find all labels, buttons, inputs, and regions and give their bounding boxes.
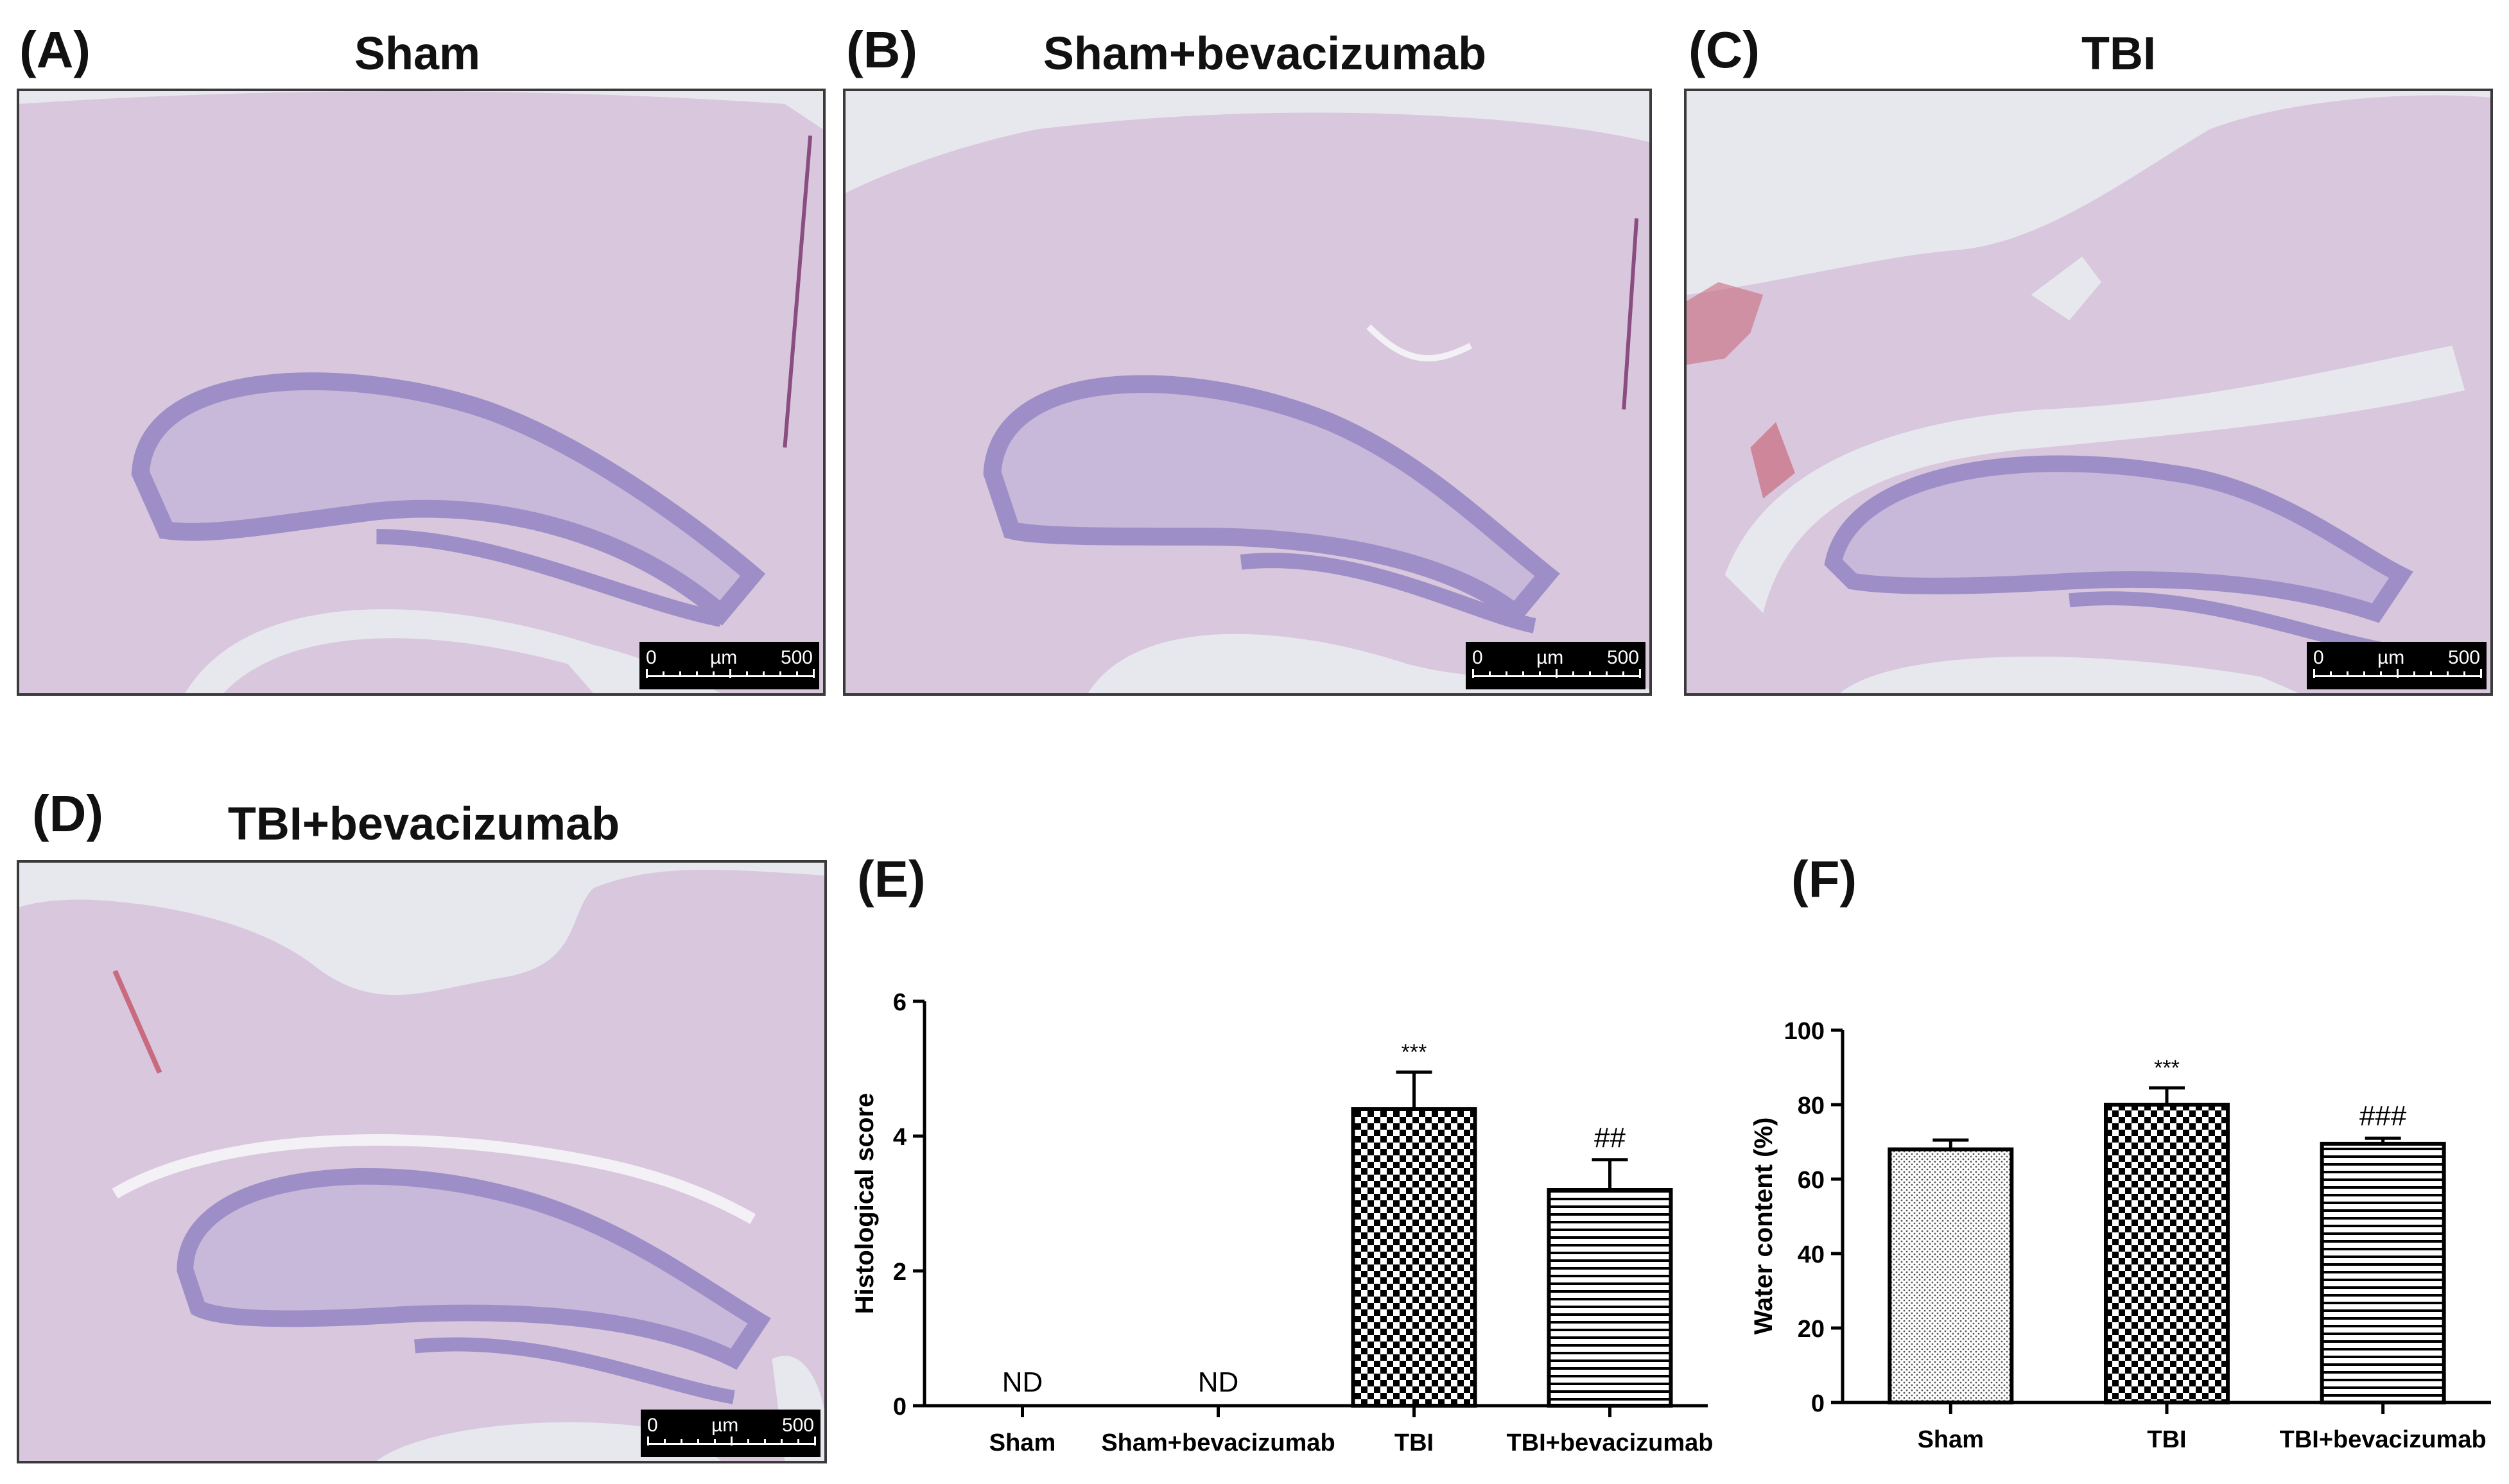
significance-mark: ### — [2359, 1100, 2407, 1132]
scale-tick — [1639, 669, 1641, 678]
micrograph-sham-bevacizumab: 0 µm 500 — [843, 89, 1652, 696]
scale-tick — [813, 669, 815, 678]
scale-bar: 0 µm 500 — [639, 642, 819, 689]
scale-bar: 0 µm 500 — [641, 1410, 820, 1457]
scale-bar: 0 µm 500 — [2307, 642, 2487, 689]
significance-mark: ## — [1594, 1122, 1626, 1153]
histological-score-chart: Histological score 0 2 4 6 Sham ND Sham+bevac… — [851, 989, 1714, 1456]
scale-tick — [2447, 671, 2449, 677]
scale-tick — [731, 1437, 733, 1445]
y-tick-label: 80 — [1798, 1092, 1825, 1119]
water-content-chart: Water content (%) 0 20 40 60 80 100 Sham TBI **… — [1749, 1018, 2491, 1453]
y-axis-label: Histological score — [851, 1093, 879, 1315]
tissue-section-tbi-bevacizumab — [19, 863, 824, 1461]
scale-tick — [1572, 671, 1574, 677]
not-detected-label: ND — [1002, 1367, 1043, 1398]
scale-tick — [646, 669, 648, 678]
scale-tick — [1589, 671, 1591, 677]
scale-tick — [664, 1439, 666, 1444]
scale-tick — [1556, 669, 1558, 678]
panel-label-d: (D) — [32, 785, 104, 842]
panel-title-a: Sham — [354, 28, 481, 80]
scale-tick — [2463, 671, 2465, 677]
scale-tick — [729, 669, 731, 678]
tissue-section-tbi — [1687, 91, 2490, 693]
x-tick-label: Sham+bevacizumab — [1101, 1429, 1335, 1456]
scale-tick — [781, 1439, 783, 1444]
scale-tick — [2363, 671, 2365, 677]
scale-tick — [647, 1437, 649, 1445]
y-tick-label: 0 — [893, 1393, 907, 1420]
y-tick-label: 6 — [893, 989, 907, 1016]
scale-tick — [681, 1439, 682, 1444]
scale-tick — [2380, 671, 2382, 677]
y-tick-label: 0 — [1811, 1390, 1825, 1417]
scale-tick — [1506, 671, 1507, 677]
y-tick-label: 20 — [1798, 1316, 1825, 1343]
scale-tick — [1472, 669, 1474, 678]
bar — [2104, 1103, 2230, 1404]
micrograph-tbi: 0 µm 500 — [1684, 89, 2493, 696]
scale-tick — [696, 671, 698, 677]
scale-tick — [2313, 669, 2315, 678]
x-tick-label: TBI — [1394, 1429, 1434, 1456]
scale-tick — [814, 1437, 816, 1445]
scale-tick — [1606, 671, 1608, 677]
tissue-section-sham — [19, 91, 823, 693]
x-tick-label: Sham — [989, 1429, 1055, 1456]
bar — [2320, 1141, 2446, 1404]
panel-title-d: TBI+bevacizumab — [227, 798, 620, 850]
tissue-section-sham-bevacizumab — [846, 91, 1649, 693]
scale-tick — [1622, 671, 1624, 677]
scale-tick — [1522, 671, 1524, 677]
panel-label-f: (F) — [1791, 850, 1857, 908]
x-tick-label: TBI+bevacizumab — [1506, 1429, 1713, 1456]
y-tick-label: 100 — [1784, 1018, 1825, 1045]
bar — [1888, 1147, 2014, 1404]
scale-tick — [2413, 671, 2415, 677]
significance-mark: *** — [2154, 1056, 2180, 1080]
scale-tick — [2330, 671, 2332, 677]
panel-title-b: Sham+bevacizumab — [1043, 28, 1487, 80]
scale-tick — [1489, 671, 1491, 677]
y-tick-label: 4 — [893, 1124, 907, 1151]
scale-tick — [2397, 669, 2399, 678]
y-axis-label: Water content (%) — [1749, 1117, 1778, 1335]
not-detected-label: ND — [1198, 1367, 1239, 1398]
scale-tick — [796, 671, 798, 677]
scale-tick — [779, 671, 781, 677]
scale-tick — [714, 1439, 716, 1444]
scale-tick — [713, 671, 715, 677]
scale-tick — [764, 1439, 766, 1444]
panel-label-c: (C) — [1689, 21, 1760, 78]
scale-tick — [1539, 671, 1541, 677]
significance-mark: *** — [1402, 1040, 1427, 1064]
y-tick-label: 40 — [1798, 1241, 1825, 1268]
panel-title-c: TBI — [2081, 28, 2156, 80]
panel-label-e: (E) — [857, 850, 926, 908]
scale-tick — [2347, 671, 2348, 677]
bar — [1547, 1188, 1673, 1408]
scale-tick — [797, 1439, 799, 1444]
scale-tick — [2430, 671, 2432, 677]
scale-tick — [2480, 669, 2482, 678]
scale-tick — [763, 671, 765, 677]
scale-tick — [746, 671, 748, 677]
micrograph-sham: 0 µm 500 — [17, 89, 826, 696]
scale-bar: 0 µm 500 — [1466, 642, 1645, 689]
x-tick-label: TBI — [2147, 1426, 2186, 1453]
scale-tick — [697, 1439, 699, 1444]
scale-tick — [747, 1439, 749, 1444]
micrograph-tbi-bevacizumab: 0 µm 500 — [17, 860, 827, 1463]
panel-label-b: (B) — [846, 21, 918, 78]
scale-tick — [679, 671, 681, 677]
y-tick-label: 2 — [893, 1259, 907, 1286]
y-tick-label: 60 — [1798, 1167, 1825, 1194]
x-tick-label: TBI+bevacizumab — [2280, 1426, 2487, 1453]
scale-tick — [663, 671, 664, 677]
bar — [1351, 1107, 1477, 1408]
panel-label-a: (A) — [19, 21, 91, 78]
x-tick-label: Sham — [1918, 1426, 1984, 1453]
